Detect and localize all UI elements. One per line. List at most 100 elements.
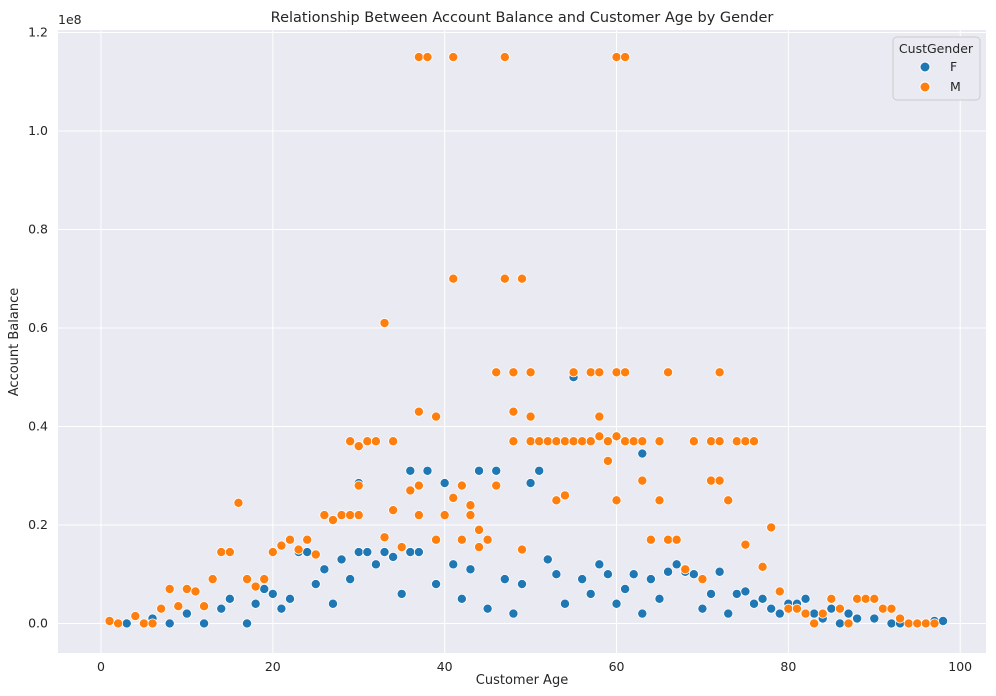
data-point-f [534, 465, 545, 476]
data-point-m [431, 534, 442, 545]
y-tick-label: 0.4 [28, 418, 48, 433]
data-point-f [242, 618, 253, 629]
data-point-f [843, 608, 854, 619]
data-point-f [499, 574, 510, 585]
data-point-m [379, 318, 390, 329]
data-point-m [602, 455, 613, 466]
data-point-m [525, 411, 536, 422]
data-point-m [594, 367, 605, 378]
data-point-f [362, 547, 373, 558]
data-point-m [181, 583, 192, 594]
data-point-m [663, 534, 674, 545]
data-point-m [216, 547, 227, 558]
data-point-m [611, 52, 622, 63]
data-point-m [465, 510, 476, 521]
data-point-m [405, 485, 416, 496]
data-point-m [379, 532, 390, 543]
data-point-f [637, 608, 648, 619]
data-point-m [353, 441, 364, 452]
data-point-m [611, 495, 622, 506]
grid-lines [58, 30, 986, 653]
data-point-m [585, 436, 596, 447]
data-point-m [482, 534, 493, 545]
data-point-f [723, 608, 734, 619]
x-tick-label: 80 [780, 659, 796, 674]
data-point-f [508, 608, 519, 619]
data-point-m [766, 522, 777, 533]
data-point-f [766, 603, 777, 614]
data-point-m [491, 367, 502, 378]
data-point-m [749, 436, 760, 447]
data-point-m [654, 495, 665, 506]
data-point-m [826, 593, 837, 604]
data-point-f [431, 579, 442, 590]
data-point-m [783, 603, 794, 614]
data-point-f [327, 598, 338, 609]
data-point-f [310, 579, 321, 590]
data-point-m [534, 436, 545, 447]
data-point-m [620, 367, 631, 378]
data-point-m [740, 436, 751, 447]
data-point-f [405, 547, 416, 558]
data-point-m [714, 475, 725, 486]
data-point-m [517, 544, 528, 555]
data-point-f [224, 593, 235, 604]
data-point-m [130, 611, 141, 622]
legend: CustGender F M [892, 36, 981, 101]
data-point-m [508, 406, 519, 417]
data-point-f [259, 583, 270, 594]
data-point-m [602, 436, 613, 447]
series-m-points [104, 52, 940, 629]
data-point-m [413, 510, 424, 521]
legend-label-m: M [950, 79, 961, 94]
data-point-f [336, 554, 347, 565]
data-point-f [731, 588, 742, 599]
data-point-f [345, 574, 356, 585]
data-point-m [929, 618, 940, 629]
x-tick-label: 0 [97, 659, 105, 674]
data-point-m [147, 618, 158, 629]
data-point-m [284, 534, 295, 545]
data-point-f [671, 559, 682, 570]
data-point-f [542, 554, 553, 565]
data-point-m [697, 574, 708, 585]
legend-marker-m [919, 81, 931, 93]
data-point-f [199, 618, 210, 629]
data-point-m [190, 586, 201, 597]
data-point-m [809, 618, 820, 629]
y-tick-label: 0.8 [28, 221, 48, 236]
data-point-m [388, 436, 399, 447]
x-tick-label: 40 [437, 659, 453, 674]
data-point-m [525, 367, 536, 378]
data-point-m [817, 608, 828, 619]
series-f-points [121, 372, 949, 629]
data-point-m [568, 367, 579, 378]
data-point-f [216, 603, 227, 614]
data-point-m [302, 534, 313, 545]
data-point-m [267, 547, 278, 558]
data-point-f [181, 608, 192, 619]
data-point-m [714, 367, 725, 378]
data-point-f [585, 588, 596, 599]
data-point-m [663, 367, 674, 378]
data-point-m [903, 618, 914, 629]
data-point-f [800, 593, 811, 604]
data-point-f [757, 593, 768, 604]
data-point-m [156, 603, 167, 614]
data-point-m [448, 492, 459, 503]
legend-label-f: F [950, 59, 957, 74]
data-point-m [551, 436, 562, 447]
data-point-m [293, 544, 304, 555]
data-point-m [542, 436, 553, 447]
data-point-f [714, 566, 725, 577]
data-point-m [628, 436, 639, 447]
data-point-m [559, 436, 570, 447]
data-point-f [577, 574, 588, 585]
data-point-m [886, 603, 897, 614]
data-point-f [396, 588, 407, 599]
data-point-f [517, 579, 528, 590]
data-point-f [688, 569, 699, 580]
data-point-m [594, 411, 605, 422]
plot-background [58, 30, 986, 653]
data-point-m [250, 581, 261, 592]
